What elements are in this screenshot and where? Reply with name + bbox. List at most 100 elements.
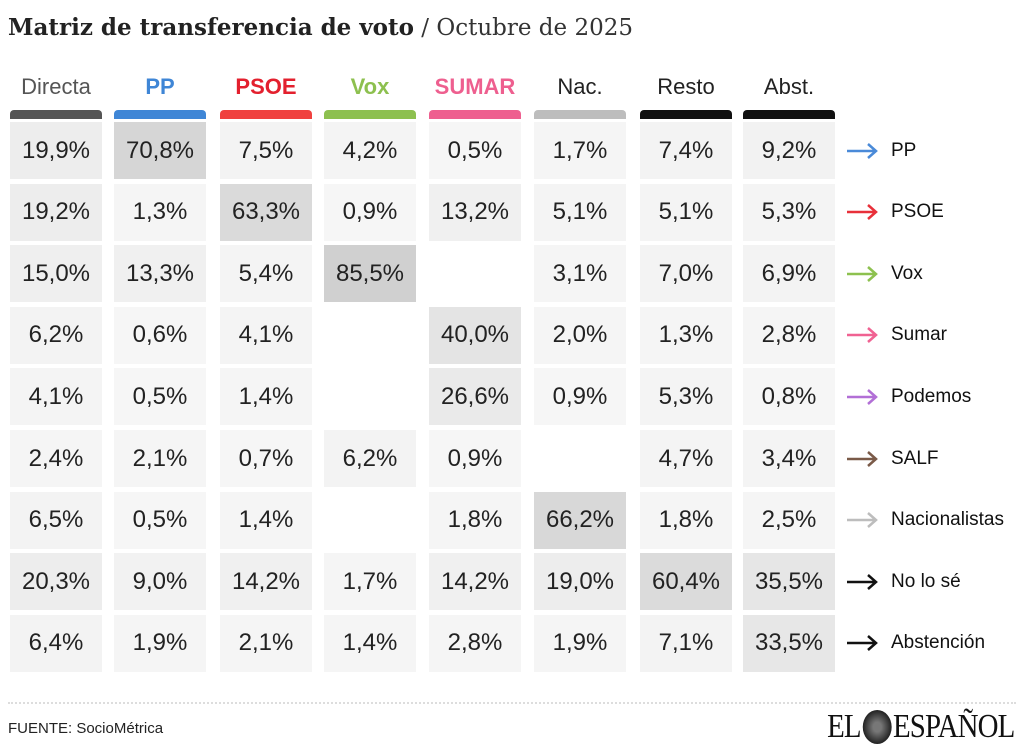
lion-icon — [861, 710, 891, 744]
arrow-right-icon — [847, 388, 878, 405]
column-header: SUMAR — [434, 74, 516, 99]
table-cell — [324, 368, 416, 425]
table-cell: 0,7% — [220, 430, 312, 487]
transfer-matrix: Directa PP PSOE Vox SUMAR Nac. Resto Abst. 19,9%… — [10, 74, 1004, 672]
table-cell: 1,9% — [534, 614, 626, 672]
column-header-bar — [640, 110, 732, 119]
table-cell: 5,1% — [534, 183, 626, 241]
arrow-right-icon — [847, 573, 878, 590]
source-note: FUENTE: SocioMétrica — [8, 720, 164, 737]
row-label-text: No lo sé — [891, 570, 961, 592]
table-cell: 63,3% — [220, 183, 312, 241]
el-espanol-logo: EL ESPAÑOL — [826, 708, 1015, 745]
arrow-right-icon — [847, 512, 878, 529]
row-label: No lo sé — [845, 553, 961, 610]
table-cell: 5,1% — [640, 183, 732, 241]
table-cell: 2,8% — [743, 306, 835, 364]
table-cell: 2,0% — [534, 306, 626, 364]
table-cell: 6,9% — [743, 245, 835, 303]
table-cell: 14,2% — [429, 553, 521, 611]
table-cell: 35,5% — [743, 553, 835, 611]
table-cell: 70,8% — [114, 122, 206, 179]
table-cell: 0,8% — [743, 368, 835, 426]
column-header-bar — [534, 110, 626, 119]
row-label: Sumar — [845, 307, 947, 364]
table-cell: 4,7% — [640, 430, 732, 487]
column-header: PSOE — [235, 74, 297, 99]
title-subtitle: Octubre de 2025 — [436, 15, 633, 41]
row-label-text: Abstención — [891, 632, 986, 654]
table-cell: 3,4% — [743, 430, 835, 487]
table-cell: 19,9% — [10, 122, 102, 179]
table-cell: 14,2% — [220, 553, 312, 611]
table-cell: 2,1% — [220, 614, 312, 672]
table-cell: 1,3% — [640, 306, 732, 364]
table-cell: 7,1% — [640, 614, 732, 672]
row-label: Podemos — [845, 368, 971, 425]
table-cell: 0,6% — [114, 306, 206, 364]
table-cell: 13,3% — [114, 245, 206, 303]
table-cell: 6,4% — [10, 614, 102, 672]
table-cell: 1,8% — [640, 491, 732, 549]
table-cell: 0,5% — [114, 368, 206, 426]
title-separator: / — [414, 15, 437, 41]
table-cell — [324, 307, 416, 364]
table-cell: 1,4% — [220, 368, 312, 426]
table-cell: 1,3% — [114, 183, 206, 241]
row-label-text: PSOE — [891, 201, 944, 223]
column-header-bar — [10, 110, 102, 119]
table-cell — [429, 245, 521, 302]
table-cell: 0,5% — [429, 122, 521, 179]
table-cell: 1,4% — [220, 491, 312, 549]
table-cell: 1,8% — [429, 491, 521, 549]
column-header: Abst. — [763, 74, 815, 99]
table-cell: 6,2% — [324, 430, 416, 487]
row-label: Nacionalistas — [845, 492, 1004, 549]
table-cell: 0,9% — [324, 183, 416, 241]
table-cell: 2,5% — [743, 491, 835, 549]
table-cell: 26,6% — [429, 368, 521, 426]
table-cell: 1,7% — [534, 122, 626, 179]
table-cell: 7,5% — [220, 122, 312, 179]
row-label: Abstención — [845, 615, 985, 672]
table-cell: 60,4% — [640, 553, 732, 611]
row-label: SALF — [845, 430, 939, 487]
chart-title: Matriz de transferencia de voto / Octubr… — [8, 14, 633, 41]
arrow-right-icon — [847, 142, 878, 159]
arrow-right-icon — [847, 265, 878, 282]
column-header: Resto — [657, 74, 715, 99]
column-header: Nac. — [557, 74, 603, 99]
table-cell: 9,2% — [743, 122, 835, 179]
table-cell: 0,9% — [429, 430, 521, 487]
row-label: PSOE — [845, 184, 944, 241]
arrow-right-icon — [847, 635, 878, 652]
table-cell: 85,5% — [324, 245, 416, 303]
table-cell: 9,0% — [114, 553, 206, 611]
table-cell: 2,1% — [114, 430, 206, 487]
table-cell: 4,2% — [324, 122, 416, 179]
table-cell: 7,4% — [640, 122, 732, 179]
row-label-text: Podemos — [891, 385, 972, 407]
divider — [8, 702, 1016, 704]
row-label-text: Nacionalistas — [891, 509, 1004, 531]
table-cell: 19,0% — [534, 553, 626, 611]
arrow-right-icon — [847, 450, 878, 467]
column-header-bar — [324, 110, 416, 119]
row-label-text: Sumar — [891, 324, 947, 346]
table-cell: 40,0% — [429, 306, 521, 364]
arrow-right-icon — [847, 327, 878, 344]
table-cell: 20,3% — [10, 553, 102, 611]
table-cell: 19,2% — [10, 183, 102, 241]
column-header-bar — [114, 110, 206, 119]
table-cell: 2,8% — [429, 614, 521, 672]
table-cell — [534, 430, 626, 487]
table-cell: 1,9% — [114, 614, 206, 672]
table-cell: 4,1% — [10, 368, 102, 426]
table-cell: 5,4% — [220, 245, 312, 303]
table-cell: 0,9% — [534, 368, 626, 426]
table-cell: 1,7% — [324, 553, 416, 611]
column-header-bar — [429, 110, 521, 119]
table-cell: 0,5% — [114, 491, 206, 549]
title-main: Matriz de transferencia de voto — [8, 14, 414, 41]
table-cell: 4,1% — [220, 306, 312, 364]
